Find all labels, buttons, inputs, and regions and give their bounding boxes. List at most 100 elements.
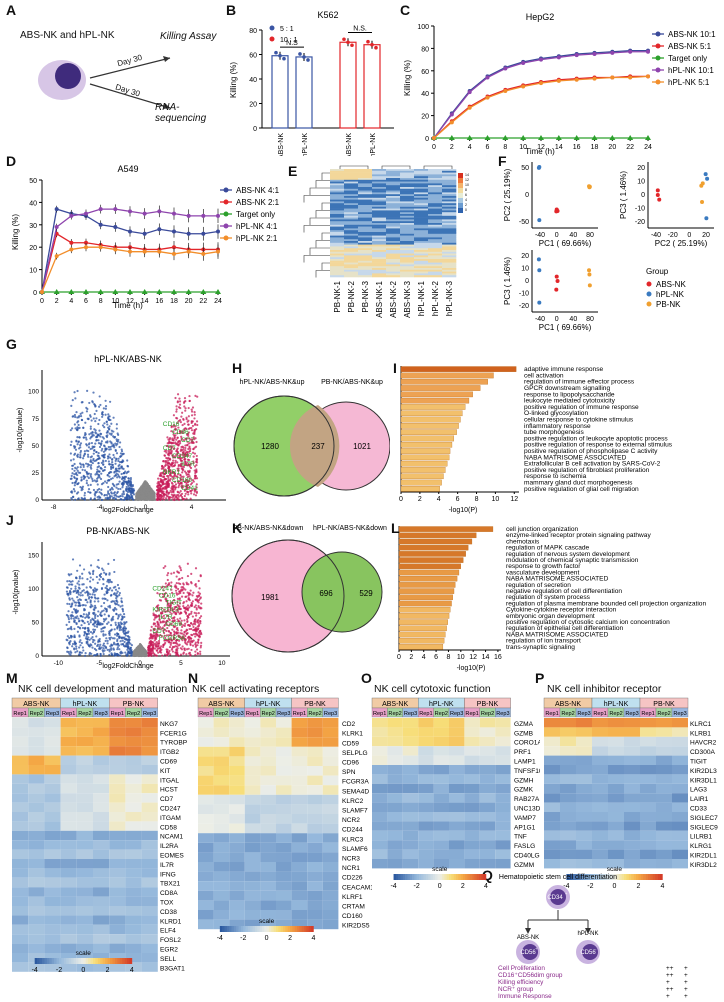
volcano-point (114, 594, 117, 597)
volcano-point (168, 445, 171, 449)
legend-label: hPL-NK 4:1 (236, 222, 278, 231)
heatmap-cell (372, 176, 387, 179)
data-point (128, 209, 132, 214)
heatmap-cell (358, 264, 373, 267)
volcano-point (87, 488, 91, 491)
volcano-j-xlabel: log2FoldChange (102, 663, 153, 670)
volcano-point (116, 627, 119, 630)
heatmap-cell (414, 262, 429, 265)
volcano-point (113, 608, 116, 611)
volcano-point (97, 405, 101, 408)
volcano-point (122, 644, 125, 647)
volcano-point (100, 488, 103, 491)
volcano-point (170, 430, 173, 433)
heatmap-cell (442, 230, 457, 233)
volcano-point (172, 459, 175, 462)
volcano-xtick-label: 0 (144, 504, 148, 511)
data-point (98, 245, 103, 250)
volcano-point (116, 583, 120, 587)
volcano-point (120, 498, 123, 501)
volcano-point (146, 497, 149, 501)
volcano-point (117, 433, 120, 436)
volcano-point (106, 455, 110, 458)
heatmap-cell (358, 221, 373, 224)
data-point (185, 289, 192, 294)
heatmap-cell (442, 262, 457, 265)
heatmap-cell (344, 239, 359, 242)
volcano-point (175, 416, 178, 420)
volcano-point (71, 472, 74, 475)
volcano-point (92, 391, 95, 394)
volcano-point (159, 474, 162, 477)
volcano-point (132, 491, 135, 494)
b-ytick-label: 40 (249, 77, 257, 84)
arrow-killing (89, 57, 171, 79)
volcano-point (165, 451, 168, 454)
volcano-point (165, 493, 168, 496)
volcano-point (179, 473, 182, 476)
heatmap-cell (442, 257, 457, 260)
volcano-point (95, 649, 98, 652)
legend-label: hPL-NK 2:1 (236, 234, 278, 243)
volcano-point (184, 446, 187, 450)
heatmap-cell (372, 246, 387, 249)
heatmap-cell (400, 251, 415, 254)
heatmap-cell (358, 206, 373, 209)
volcano-point (102, 578, 105, 581)
heatmap-cell (442, 223, 457, 226)
volcano-point (174, 495, 177, 498)
legend-marker (655, 67, 661, 73)
volcano-point (108, 432, 111, 435)
volcano-point (196, 423, 199, 427)
heatmap-cell (358, 188, 373, 191)
heatmap-cell (442, 237, 457, 240)
volcano-point (113, 652, 116, 655)
heatmap-cell (330, 228, 345, 231)
volcano-point (190, 414, 194, 417)
volcano-point (108, 463, 111, 466)
enrich-term: positive regulation of phospholipase C a… (524, 448, 658, 455)
heatmap-cell (400, 197, 415, 200)
volcano-point (158, 495, 161, 498)
volcano-point (117, 621, 120, 625)
scale-label: 0 (465, 208, 467, 212)
volcano-point (162, 460, 165, 463)
volcano-point (183, 456, 186, 459)
heatmap-cell (372, 197, 387, 200)
volcano-point (185, 471, 188, 475)
volcano-point (171, 463, 174, 466)
heatmap-cell (358, 259, 373, 262)
volcano-point (167, 452, 170, 456)
volcano-point (129, 476, 133, 480)
heatmap-cell (372, 233, 387, 236)
volcano-point (186, 475, 190, 478)
volcano-point (95, 439, 98, 442)
volcano-point (87, 446, 91, 449)
volcano-point (89, 497, 92, 500)
heatmap-cell (428, 219, 443, 222)
volcano-point (187, 434, 190, 438)
data-point (521, 60, 526, 65)
heatmap-cell (358, 233, 373, 236)
volcano-point (111, 637, 115, 640)
heatmap-cell (414, 230, 429, 233)
heatmap-cell (428, 178, 443, 181)
heatmap-cell (400, 239, 415, 242)
heatmap-cell (442, 187, 457, 190)
volcano-point (88, 580, 92, 583)
volcano-point (173, 497, 176, 500)
heatmap-cell (372, 187, 387, 190)
heatmap-cell (400, 190, 415, 193)
heatmap-cell (344, 233, 359, 236)
scale-label: 2 (465, 203, 467, 207)
heatmap-cell (344, 183, 359, 186)
volcano-point (71, 464, 74, 467)
heatmap-cell (414, 224, 429, 227)
heatmap-cell (344, 192, 359, 195)
heatmap-cell (330, 185, 345, 188)
volcano-point (167, 438, 170, 441)
chart-d-title: A549 (117, 164, 138, 174)
heatmap-cell (386, 197, 401, 200)
volcano-point (89, 643, 92, 646)
volcano-point (118, 591, 122, 595)
